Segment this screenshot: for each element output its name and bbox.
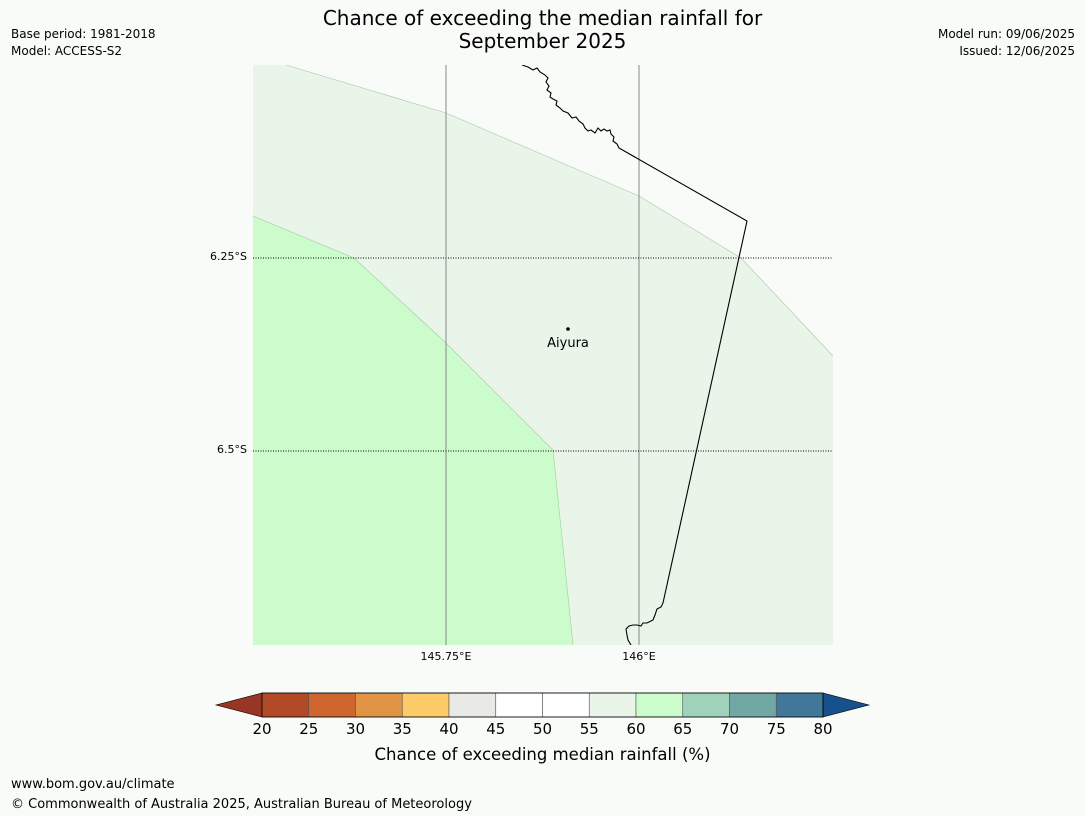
aiyura-marker[interactable] bbox=[566, 327, 570, 331]
footer-url[interactable]: www.bom.gov.au/climate bbox=[11, 777, 175, 792]
region-65-70-percent bbox=[253, 216, 573, 645]
lon-label-146e: 146°E bbox=[622, 650, 656, 663]
meta-right: Model run: 09/06/2025 Issued: 12/06/2025 bbox=[938, 26, 1075, 60]
colorbar-tick-label: 40 bbox=[439, 720, 459, 738]
base-period-text: Base period: 1981-2018 bbox=[11, 27, 156, 41]
title-line-2: September 2025 bbox=[458, 29, 627, 53]
colorbar-cell bbox=[355, 692, 403, 718]
lon-label-145-75e: 145.75°E bbox=[420, 650, 472, 663]
colorbar-cell bbox=[261, 692, 310, 718]
model-run-text: Model run: 09/06/2025 bbox=[937, 27, 1075, 41]
colorbar-tick-label: 35 bbox=[392, 720, 412, 738]
colorbar-cell bbox=[308, 692, 356, 718]
colorbar-tick-label: 50 bbox=[532, 720, 553, 738]
colorbar-cell bbox=[588, 692, 637, 718]
lat-label-6-25s: 6.25°S bbox=[210, 250, 247, 263]
colorbar-cell bbox=[401, 692, 450, 718]
footer: www.bom.gov.au/climate © Commonwealth of… bbox=[11, 775, 472, 815]
colorbar-cell bbox=[729, 692, 777, 718]
model-text: Model: ACCESS-S2 bbox=[11, 44, 123, 58]
colorbar-cells bbox=[214, 692, 871, 718]
colorbar-frame bbox=[261, 692, 824, 718]
colorbar-cell bbox=[542, 692, 590, 718]
colorbar-cell bbox=[448, 692, 497, 718]
province-border bbox=[521, 65, 748, 645]
colorbar-cell bbox=[775, 692, 824, 718]
colorbar-tick-label: 20 bbox=[252, 720, 272, 738]
place-label-aiyura: Aiyura bbox=[547, 336, 589, 351]
colorbar-tick-label: 75 bbox=[766, 720, 786, 738]
colorbar-tick-label: 65 bbox=[673, 720, 693, 738]
colorbar-tick-label: 55 bbox=[579, 720, 599, 738]
meta-left: Base period: 1981-2018 Model: ACCESS-S2 bbox=[11, 26, 156, 60]
title-line-1: Chance of exceeding the median rainfall … bbox=[322, 6, 763, 30]
colorbar-tick-label: 25 bbox=[299, 720, 319, 738]
colorbar-tick-label: 70 bbox=[719, 720, 740, 738]
colorbar-cell bbox=[682, 692, 730, 718]
footer-copyright: © Commonwealth of Australia 2025, Austra… bbox=[11, 797, 472, 812]
issued-text: Issued: 12/06/2025 bbox=[959, 44, 1075, 58]
colorbar-cell bbox=[495, 692, 543, 718]
colorbar-over-arrow bbox=[822, 692, 871, 718]
colorbar-tick-label: 45 bbox=[486, 720, 506, 738]
colorbar-under-arrow bbox=[214, 692, 263, 718]
map-content bbox=[253, 65, 833, 645]
colorbar-cell bbox=[635, 692, 684, 718]
colorbar-tick-label: 80 bbox=[813, 720, 833, 738]
lat-label-6-5s: 6.5°S bbox=[217, 443, 247, 456]
map-title: Chance of exceeding the median rainfall … bbox=[0, 7, 1085, 53]
colorbar-tick-label: 60 bbox=[626, 720, 646, 738]
colorbar-tick-label: 30 bbox=[345, 720, 366, 738]
colorbar-title: Chance of exceeding median rainfall (%) bbox=[374, 745, 711, 764]
region-50-60-percent bbox=[253, 65, 833, 356]
